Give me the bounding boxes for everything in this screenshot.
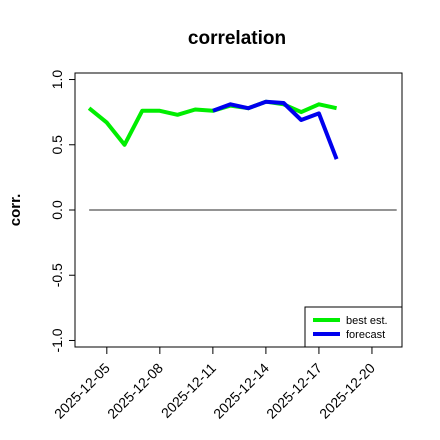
x-tick-label: 2025-12-08: [104, 360, 166, 422]
y-tick-label: 1.0: [49, 70, 65, 90]
y-tick-label: -1.0: [49, 328, 65, 352]
x-axis: 2025-12-052025-12-082025-12-112025-12-14…: [51, 347, 378, 422]
series-line-forecast: [212, 99, 339, 160]
x-tick-label: 2025-12-20: [316, 360, 378, 422]
legend: best est. forecast: [304, 306, 403, 348]
y-axis: -1.0 -0.5 0.0 0.5 1.0: [49, 70, 75, 353]
legend-label-forecast: forecast: [346, 329, 385, 341]
series-layer: [87, 99, 339, 160]
y-tick-label: -0.5: [49, 263, 65, 287]
y-axis-label: corr.: [7, 194, 24, 227]
x-tick-label: 2025-12-14: [210, 360, 272, 422]
x-tick-label: 2025-12-17: [263, 360, 325, 422]
x-tick-label: 2025-12-05: [51, 360, 113, 422]
y-tick-label: 0.0: [49, 200, 65, 220]
y-tick-label: 0.5: [49, 135, 65, 155]
legend-box: [304, 306, 403, 348]
series-line-best-est: [87, 99, 338, 147]
chart-title: correlation: [188, 28, 286, 49]
legend-label-best-est: best est.: [346, 315, 388, 327]
x-tick-label: 2025-12-11: [158, 360, 219, 421]
